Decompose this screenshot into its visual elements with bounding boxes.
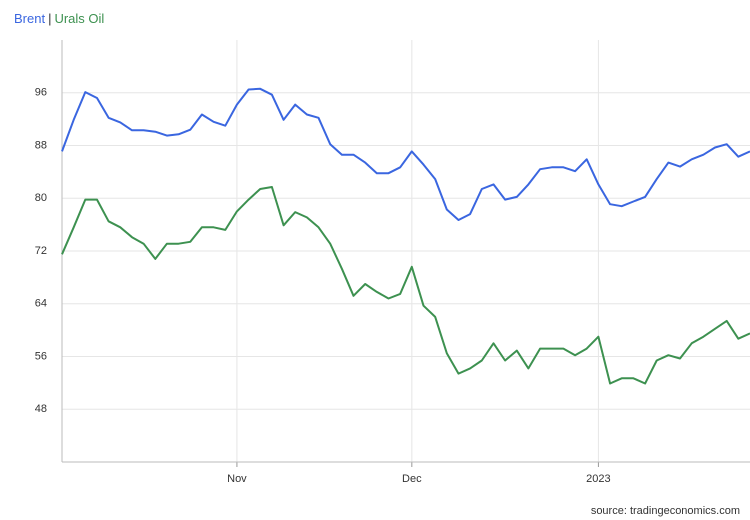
series-line: [61, 186, 750, 385]
y-tick-label: 48: [35, 403, 47, 415]
y-tick-label: 56: [35, 350, 47, 362]
series-line: [61, 87, 750, 221]
x-tick-label: Nov: [227, 473, 247, 485]
y-tick-label: 88: [35, 139, 47, 151]
y-tick-label: 80: [35, 192, 47, 204]
legend-separator: |: [48, 11, 51, 26]
y-tick-label: 72: [35, 245, 47, 257]
x-tick-label: 2023: [586, 473, 610, 485]
y-tick-label: 96: [35, 87, 47, 99]
x-tick-label: Dec: [402, 473, 422, 485]
source: source: tradingeconomics.com: [591, 505, 740, 517]
legend-entry[interactable]: Brent: [14, 11, 45, 26]
legend-entry[interactable]: Urals Oil: [54, 11, 104, 26]
y-tick-label: 64: [35, 298, 47, 310]
legend: Brent | Urals Oil: [14, 11, 104, 26]
